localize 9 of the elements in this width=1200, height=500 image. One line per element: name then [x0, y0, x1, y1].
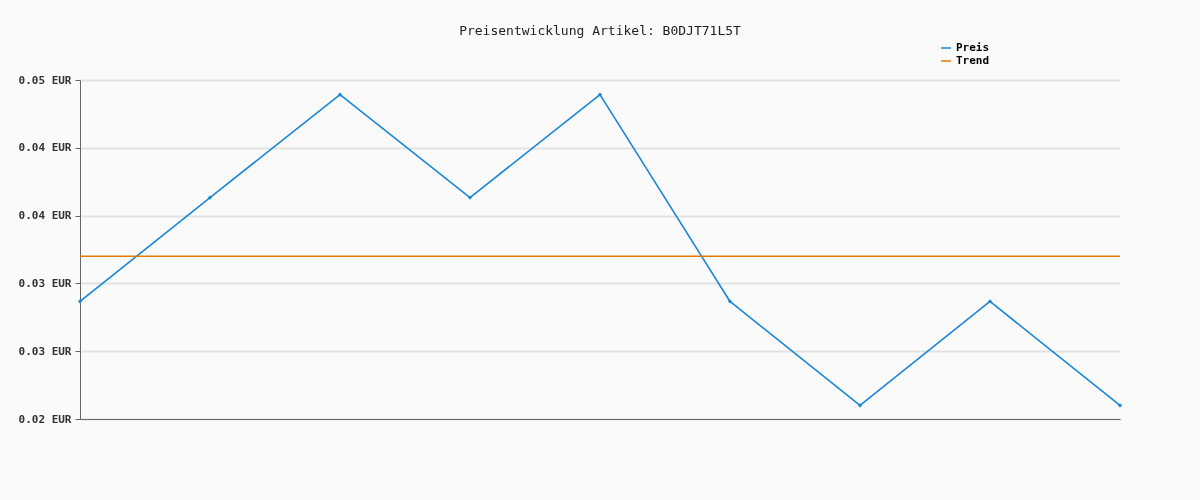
y-tick-label: 0.05 EUR [18, 73, 72, 87]
chart-title: Preisentwicklung Artikel: B0DJT71L5T [459, 23, 742, 38]
legend-label: Trend [956, 54, 990, 67]
y-tick-label: 0.03 EUR [18, 344, 72, 358]
y-tick-label: 0.04 EUR [18, 141, 72, 155]
legend-label: Preis [956, 41, 990, 54]
y-tick-label: 0.04 EUR [18, 209, 72, 223]
y-tick-label: 0.02 EUR [18, 412, 72, 426]
y-tick-label: 0.03 EUR [18, 276, 72, 290]
